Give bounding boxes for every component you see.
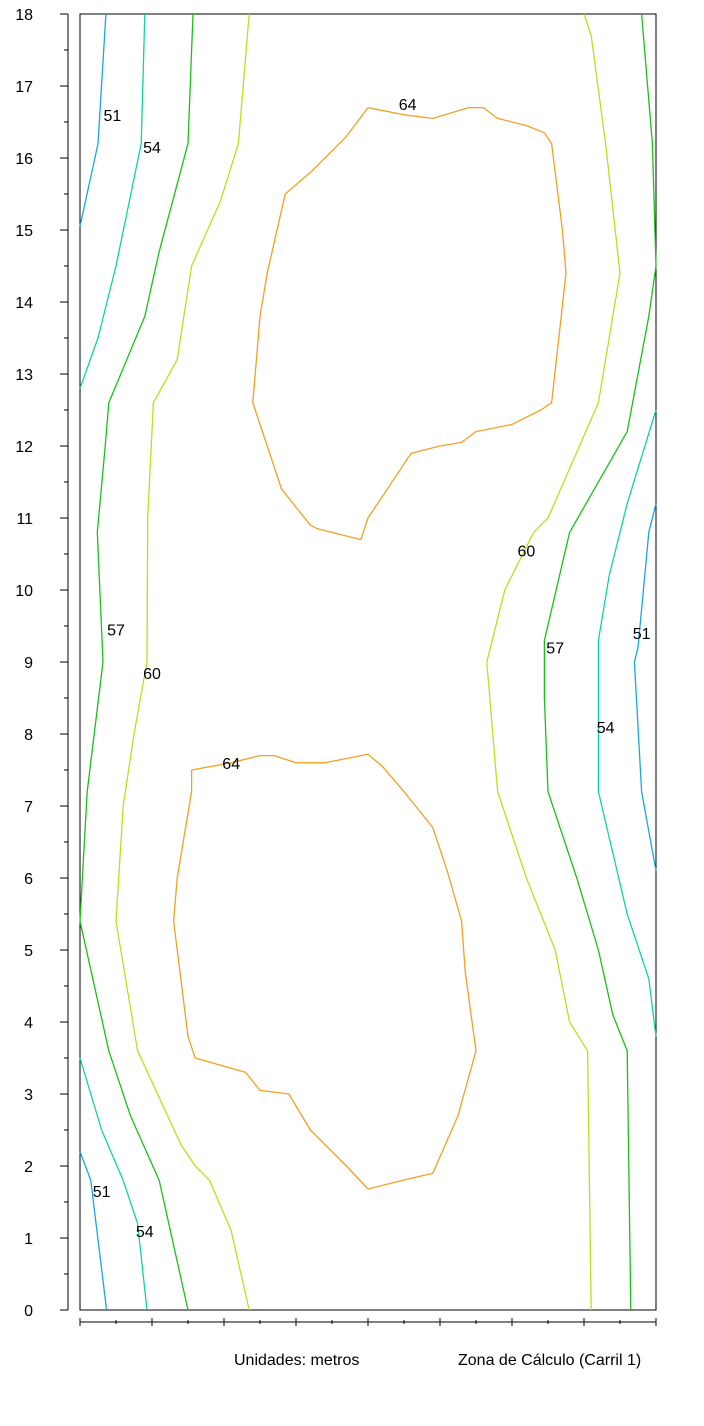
contour-label-51: 51	[633, 626, 651, 643]
y-tick-label: 17	[15, 79, 33, 96]
contour-label-54: 54	[597, 720, 615, 737]
y-tick-label: 5	[24, 943, 33, 960]
contour-label-57: 57	[107, 623, 125, 640]
y-tick-label: 0	[24, 1303, 33, 1320]
contour-label-57: 57	[546, 641, 564, 658]
contour-label-51: 51	[104, 108, 122, 125]
calculation-zone-label: Zona de Cálculo (Carril 1)	[458, 1352, 642, 1369]
y-tick-label: 2	[24, 1159, 33, 1176]
contour-line-64	[252, 106, 567, 541]
contour-label-51: 51	[93, 1184, 111, 1201]
contour-line-51	[633, 503, 657, 871]
y-tick-label: 1	[24, 1231, 33, 1248]
y-tick-label: 6	[24, 871, 33, 888]
contour-label-60: 60	[518, 543, 536, 560]
plot-frame	[79, 13, 657, 1311]
y-tick-label: 18	[15, 7, 33, 24]
y-tick-label: 14	[15, 295, 33, 312]
contour-line-51	[79, 13, 107, 227]
contour-label-64: 64	[222, 756, 240, 773]
contour-label-64: 64	[399, 97, 417, 114]
contour-line-54	[79, 1057, 148, 1311]
y-tick-label: 8	[24, 727, 33, 744]
contour-lines	[79, 13, 657, 1311]
contour-line-54	[79, 13, 146, 389]
contour-line-51	[79, 1151, 108, 1311]
y-tick-label: 9	[24, 655, 33, 672]
contour-label-54: 54	[136, 1224, 154, 1241]
y-tick-label: 3	[24, 1087, 33, 1104]
contour-label-54: 54	[143, 140, 161, 157]
contour-line-60	[115, 13, 250, 1311]
y-tick-label: 4	[24, 1015, 33, 1032]
contour-line-57	[79, 13, 194, 1311]
contour-line-64	[172, 753, 477, 1190]
y-tick-label: 15	[15, 223, 33, 240]
contour-label-60: 60	[143, 666, 161, 683]
contour-labels: 51 54 64 60 57 60 57 51 54 64 51 54	[93, 97, 651, 1241]
y-tick-label: 12	[15, 439, 33, 456]
contour-line-57	[543, 13, 657, 1311]
y-tick-label: 11	[16, 511, 33, 528]
contour-line-60	[486, 13, 621, 1311]
y-tick-label: 10	[15, 583, 33, 600]
y-tick-label: 16	[15, 151, 33, 168]
contour-line-54	[597, 409, 657, 1037]
y-tick-label: 7	[24, 799, 33, 816]
y-tick-label: 13	[15, 367, 33, 384]
units-label: Unidades: metros	[234, 1352, 360, 1369]
